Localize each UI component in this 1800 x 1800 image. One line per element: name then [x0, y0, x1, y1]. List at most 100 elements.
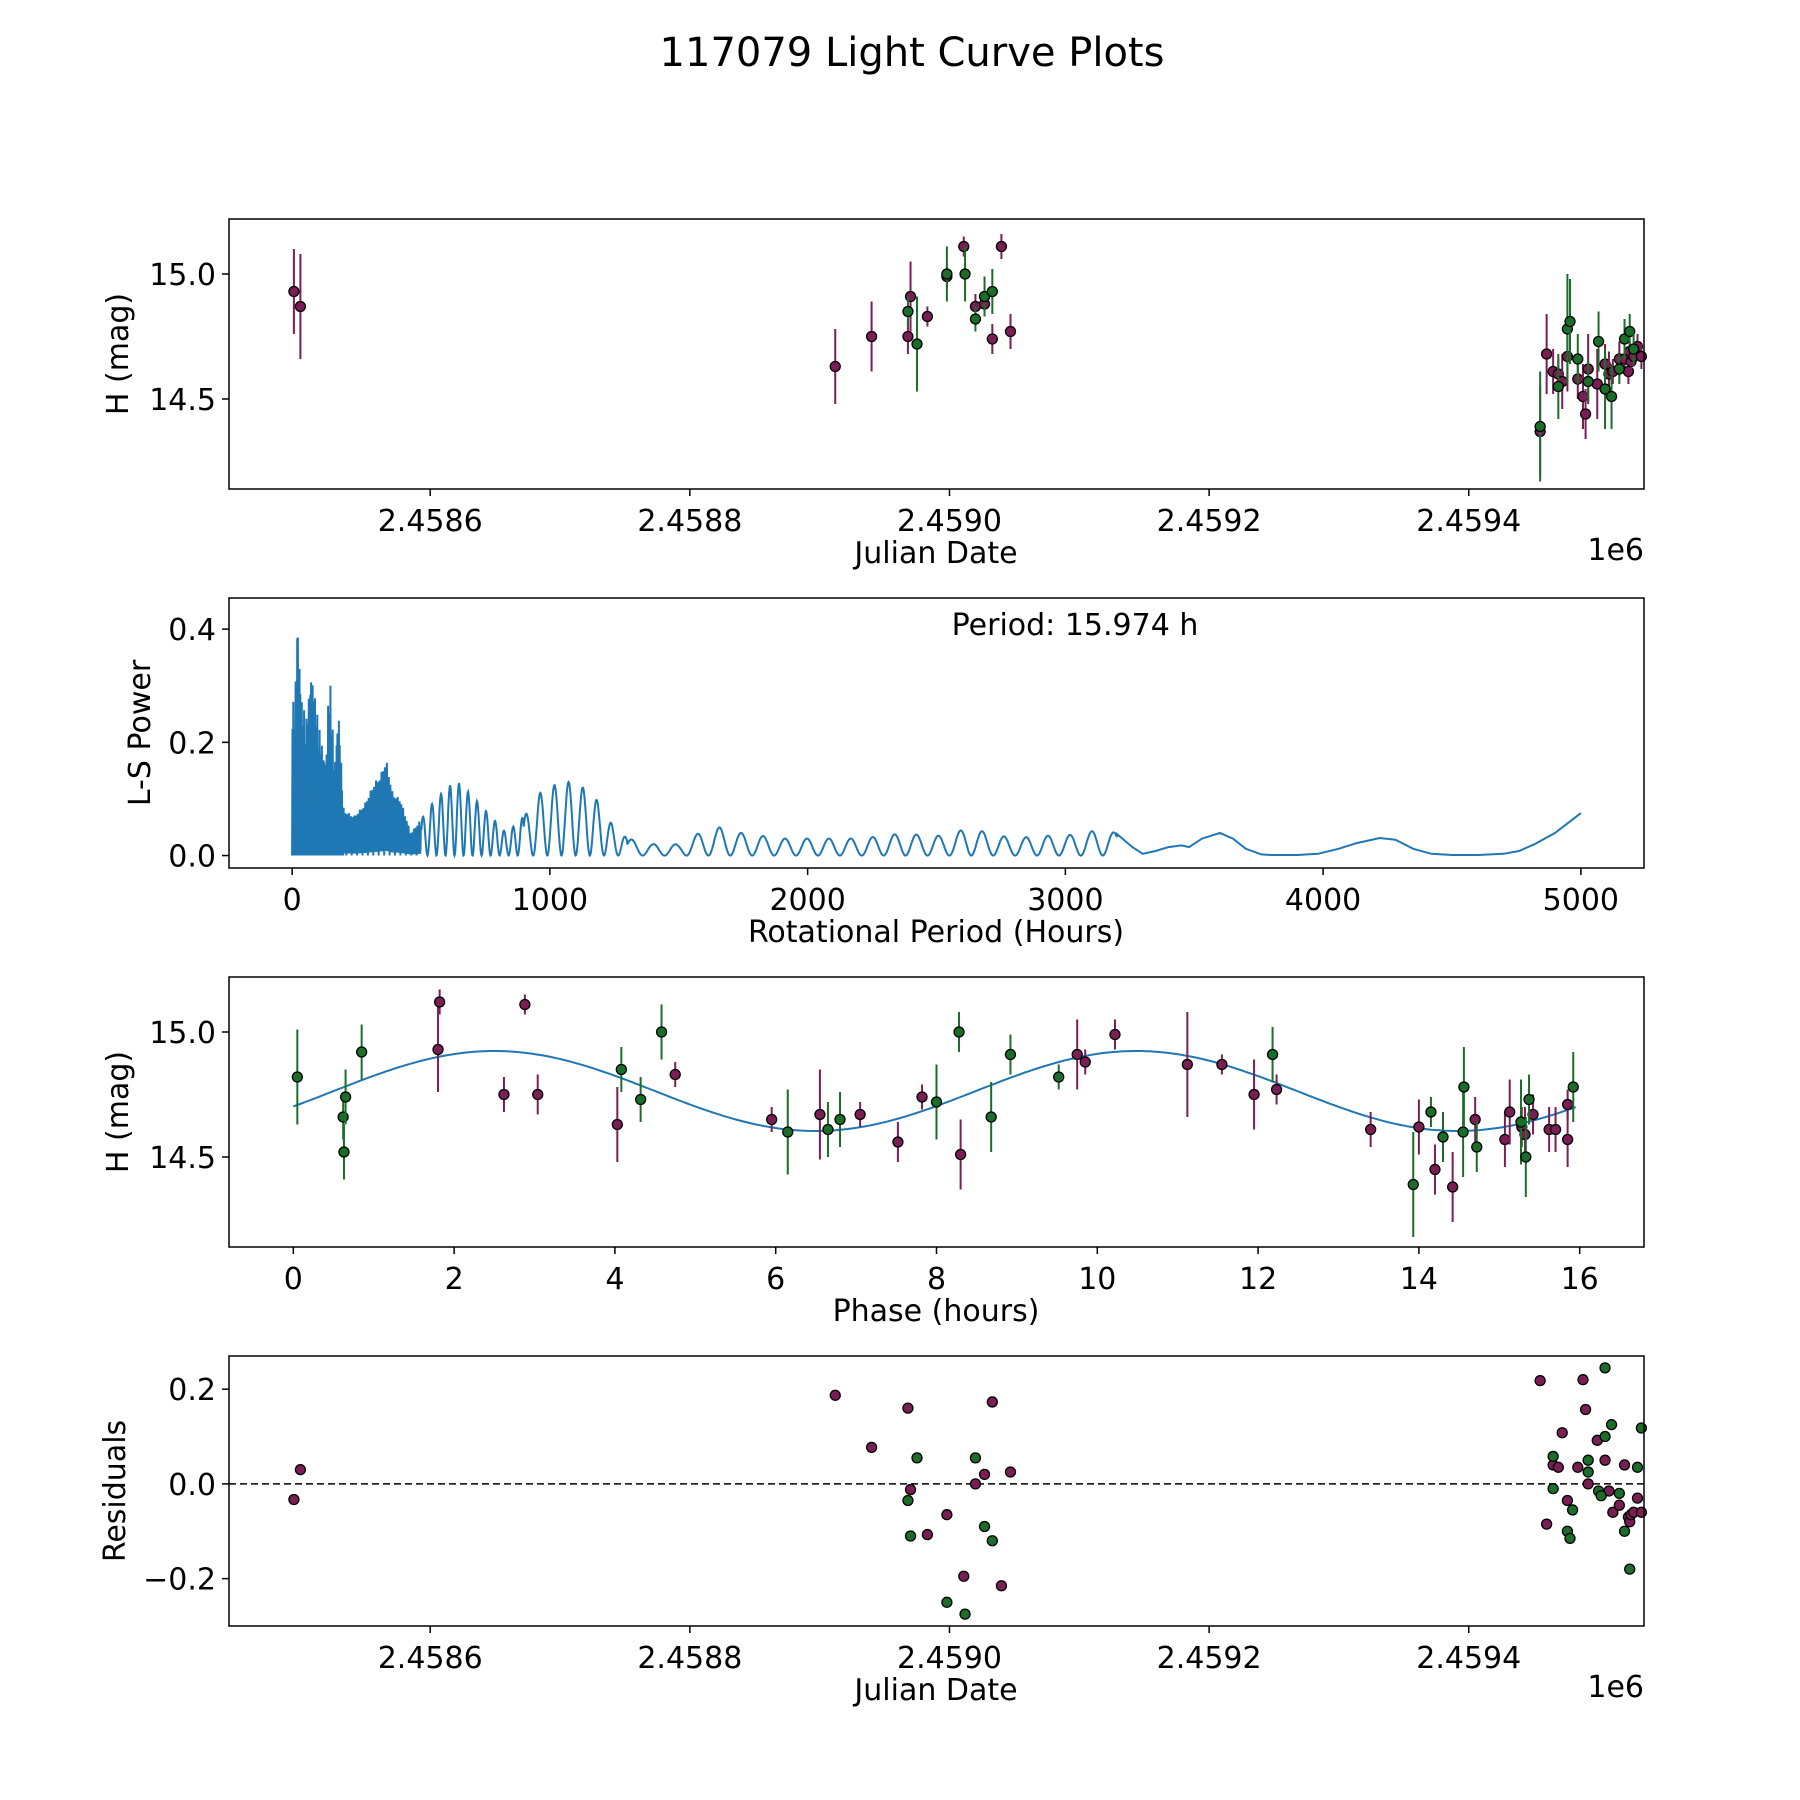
x-tick-label: 2.4592: [1157, 1641, 1262, 1676]
lightcurve-offset-label: 1e6: [1587, 533, 1644, 568]
x-tick-label: 1000: [512, 883, 588, 918]
data-point-set2: [902, 1494, 914, 1507]
y-tick-label: 0.0: [168, 840, 216, 875]
periodogram-xlabel: Rotational Period (Hours): [748, 915, 1124, 950]
data-point-set1: [1413, 1121, 1425, 1133]
data-point-set2: [782, 1126, 794, 1138]
data-point-set2: [1618, 1525, 1631, 1537]
residuals-panel: 2.4586 2.4588 2.4590 2.4592 2.4594 −0.2 0.0 0.2…: [98, 1355, 1648, 1708]
data-point-set1: [294, 300, 307, 313]
data-point-set2: [1592, 335, 1605, 348]
data-point-set1: [1364, 1123, 1377, 1136]
data-point-set2: [978, 290, 991, 303]
data-point-set1: [1270, 1083, 1283, 1096]
data-point-set2: [1425, 1106, 1437, 1118]
lightcurve-ticks: 2.4586 2.4588 2.4590 2.4592 2.4594 14.5 15.0: [149, 258, 1521, 539]
residuals-ylabel: Residuals: [98, 1420, 133, 1562]
x-tick-label: 2.4586: [378, 504, 483, 539]
data-point-set2: [634, 1093, 647, 1106]
data-point-set1: [814, 1108, 826, 1121]
data-point-set1: [288, 285, 300, 298]
figure-title: 117079 Light Curve Plots: [660, 30, 1165, 76]
x-tick-label: 5000: [1543, 883, 1619, 918]
data-point-set1: [829, 1389, 841, 1401]
data-point-set2: [1599, 1362, 1611, 1374]
data-point-set1: [1181, 1058, 1193, 1071]
data-point-set2: [1613, 363, 1625, 375]
data-point-set1: [902, 330, 914, 343]
data-point-set1: [995, 1580, 1008, 1592]
x-tick-label: 10: [1078, 1262, 1116, 1297]
data-point-set2: [959, 1608, 971, 1620]
data-point-set1: [902, 1402, 914, 1414]
x-tick-label: 0: [283, 883, 302, 918]
lightcurve-ylabel: H (mag): [101, 293, 136, 415]
data-point-set1: [1216, 1058, 1228, 1071]
data-point-set2: [985, 1111, 997, 1123]
y-tick-label: 15.0: [149, 258, 216, 293]
y-tick-label: 0.2: [168, 1373, 216, 1408]
data-point-set1: [892, 1136, 904, 1148]
data-point-set2: [904, 1530, 917, 1542]
data-point-set2: [1564, 1532, 1576, 1545]
y-tick-label: −0.2: [143, 1563, 216, 1598]
data-point-set1: [1561, 1098, 1574, 1111]
data-point-set1: [921, 1528, 934, 1541]
data-point-set2: [822, 1123, 834, 1136]
data-point-set2: [1552, 380, 1564, 393]
data-point-set2: [291, 1071, 303, 1083]
periodogram-plot-area: [291, 637, 1582, 859]
periodogram-frame: [228, 597, 1645, 869]
data-point-set1: [954, 1148, 967, 1161]
data-point-set2: [834, 1113, 846, 1126]
data-point-set2: [959, 268, 971, 280]
data-point-set1: [519, 998, 531, 1011]
data-point-set2: [911, 338, 923, 350]
data-point-set1: [294, 1464, 307, 1476]
lightcurve-panel: 2.4586 2.4588 2.4590 2.4592 2.4594 14.5 15.0 J…: [101, 218, 1648, 571]
data-point-set2: [1520, 1151, 1532, 1163]
lightcurve-xlabel: Julian Date: [852, 536, 1017, 571]
data-point-set1: [1582, 1478, 1594, 1490]
phase-plot-area: [291, 989, 1579, 1237]
lightcurve-frame: [228, 218, 1645, 490]
data-point-set2: [1004, 1048, 1017, 1061]
data-point-set1: [854, 1108, 866, 1121]
data-point-set2: [941, 1596, 953, 1608]
residuals-offset-label: 1e6: [1587, 1670, 1644, 1705]
data-point-set1: [1004, 325, 1017, 338]
residuals-plot-area: [229, 1362, 1648, 1620]
data-point-set1: [1635, 350, 1648, 363]
data-point-set1: [669, 1068, 681, 1081]
data-point-set2: [1547, 1450, 1559, 1463]
data-point-set1: [766, 1113, 778, 1126]
data-point-set2: [986, 1535, 998, 1547]
data-point-set1: [1577, 1374, 1589, 1386]
data-point-set2: [1053, 1071, 1065, 1083]
data-point-set1: [865, 1441, 878, 1454]
data-point-set1: [1552, 1461, 1564, 1473]
data-point-set1: [1549, 1123, 1562, 1136]
data-point-set1: [921, 310, 934, 323]
phase-xlabel: Phase (hours): [833, 1294, 1040, 1329]
x-tick-label: 2.4588: [637, 504, 742, 539]
x-tick-label: 6: [766, 1262, 785, 1297]
phase-ticks: 0 2 4 6 8 10 12 14 16 14.5 15.0: [149, 1016, 1599, 1297]
data-point-set2: [978, 1520, 991, 1533]
data-point-set1: [1613, 1499, 1625, 1511]
data-point-set1: [958, 1570, 970, 1582]
data-point-set1: [969, 1478, 982, 1490]
periodogram-line: [291, 637, 1582, 859]
period-annotation: Period: 15.974 h: [952, 608, 1199, 643]
residuals-ticks: 2.4586 2.4588 2.4590 2.4592 2.4594 −0.2 0.0 0.2: [143, 1373, 1521, 1676]
data-point-set1: [498, 1088, 510, 1101]
residuals-xlabel: Julian Date: [852, 1673, 1017, 1708]
x-tick-label: 8: [927, 1262, 946, 1297]
data-point-set2: [1523, 1093, 1535, 1106]
data-point-set2: [1624, 1563, 1636, 1575]
data-point-set2: [655, 1026, 668, 1038]
data-point-set2: [986, 285, 998, 298]
x-tick-label: 2.4594: [1416, 504, 1521, 539]
data-point-set2: [953, 1026, 965, 1038]
